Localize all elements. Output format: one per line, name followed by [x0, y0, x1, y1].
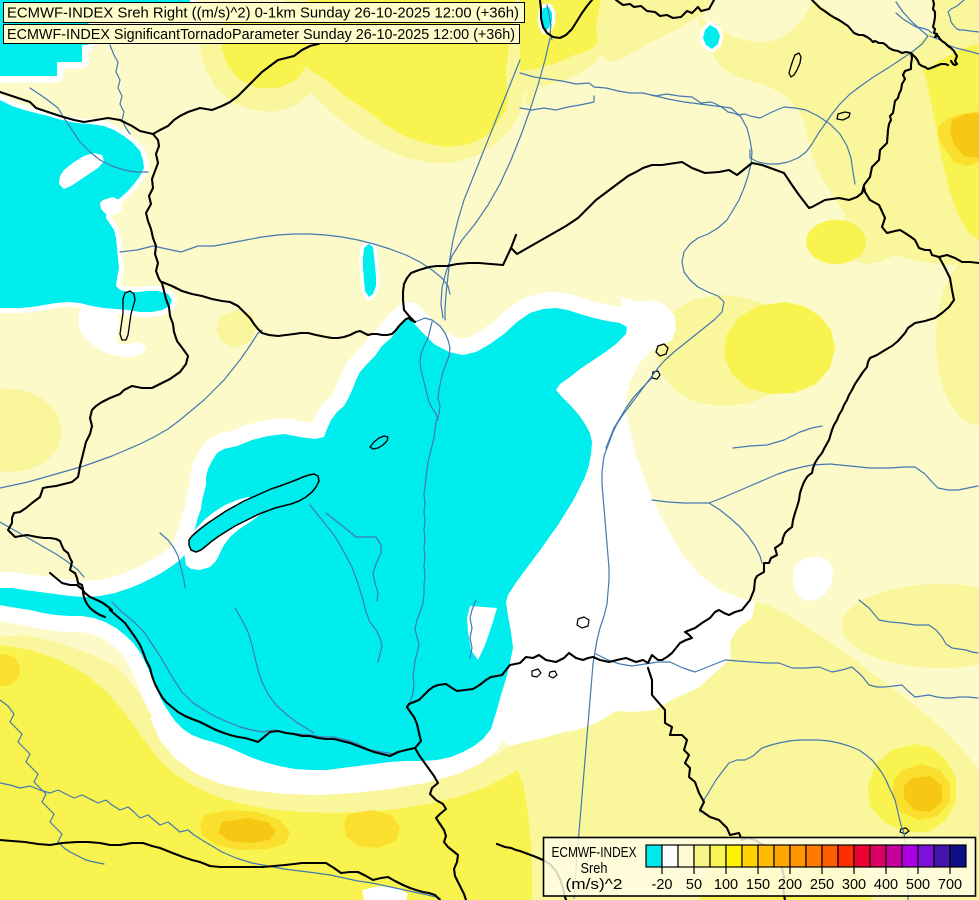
svg-text:400: 400 — [874, 877, 898, 893]
svg-text:100: 100 — [714, 877, 738, 893]
svg-text:50: 50 — [686, 877, 702, 893]
svg-text:-20: -20 — [652, 877, 673, 893]
svg-text:150: 150 — [746, 877, 770, 893]
svg-text:250: 250 — [810, 877, 834, 893]
svg-text:200: 200 — [778, 877, 802, 893]
svg-text:(m/s)^2: (m/s)^2 — [566, 877, 623, 893]
svg-text:700: 700 — [938, 877, 962, 893]
svg-text:300: 300 — [842, 877, 866, 893]
svg-text:Sreh: Sreh — [581, 861, 608, 877]
svg-text:ECMWF-INDEX Sreh Right ((m/s)^: ECMWF-INDEX Sreh Right ((m/s)^2) 0-1km S… — [7, 5, 519, 22]
svg-text:ECMWF-INDEX: ECMWF-INDEX — [552, 845, 637, 861]
svg-text:ECMWF-INDEX SignificantTornado: ECMWF-INDEX SignificantTornadoParameter … — [7, 26, 515, 43]
svg-text:500: 500 — [906, 877, 930, 893]
